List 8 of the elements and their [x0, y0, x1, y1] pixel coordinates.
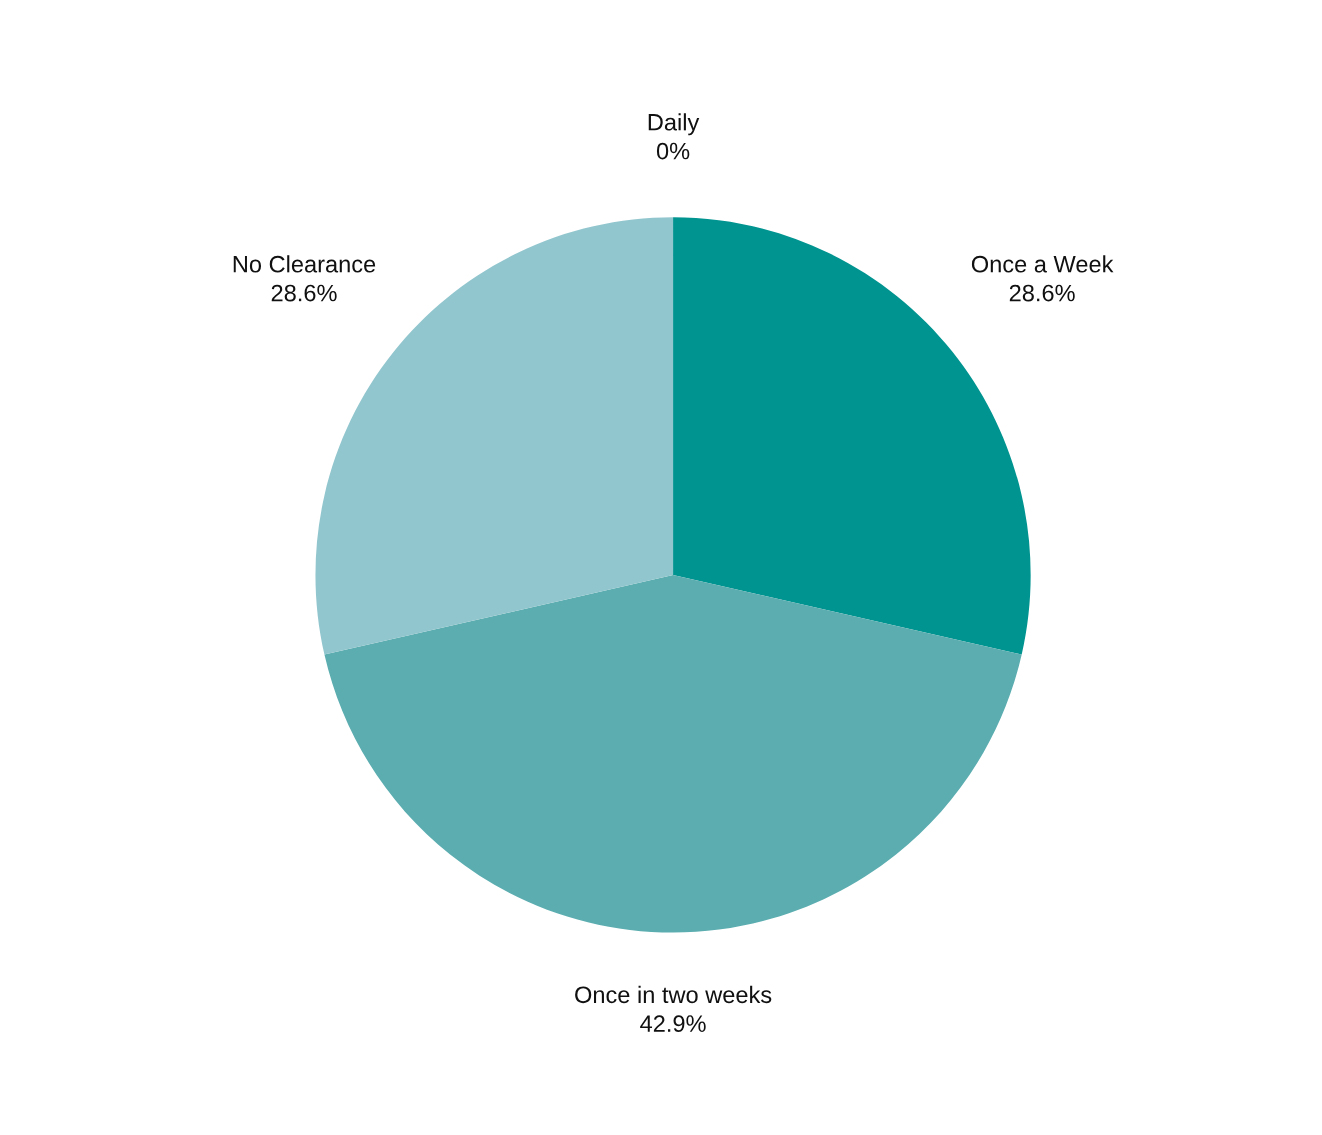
data-label: 28.6% — [271, 284, 337, 302]
slice-label: Once a Week — [971, 255, 1114, 273]
category-label: Daily — [648, 113, 700, 136]
slice-label: No Clearance — [233, 255, 376, 273]
data-label: 42.9% — [640, 1015, 706, 1032]
text: 0% — [656, 142, 690, 160]
data-label: 28.6% — [1009, 284, 1075, 302]
slice-label: Once in two weeks — [575, 985, 772, 1004]
